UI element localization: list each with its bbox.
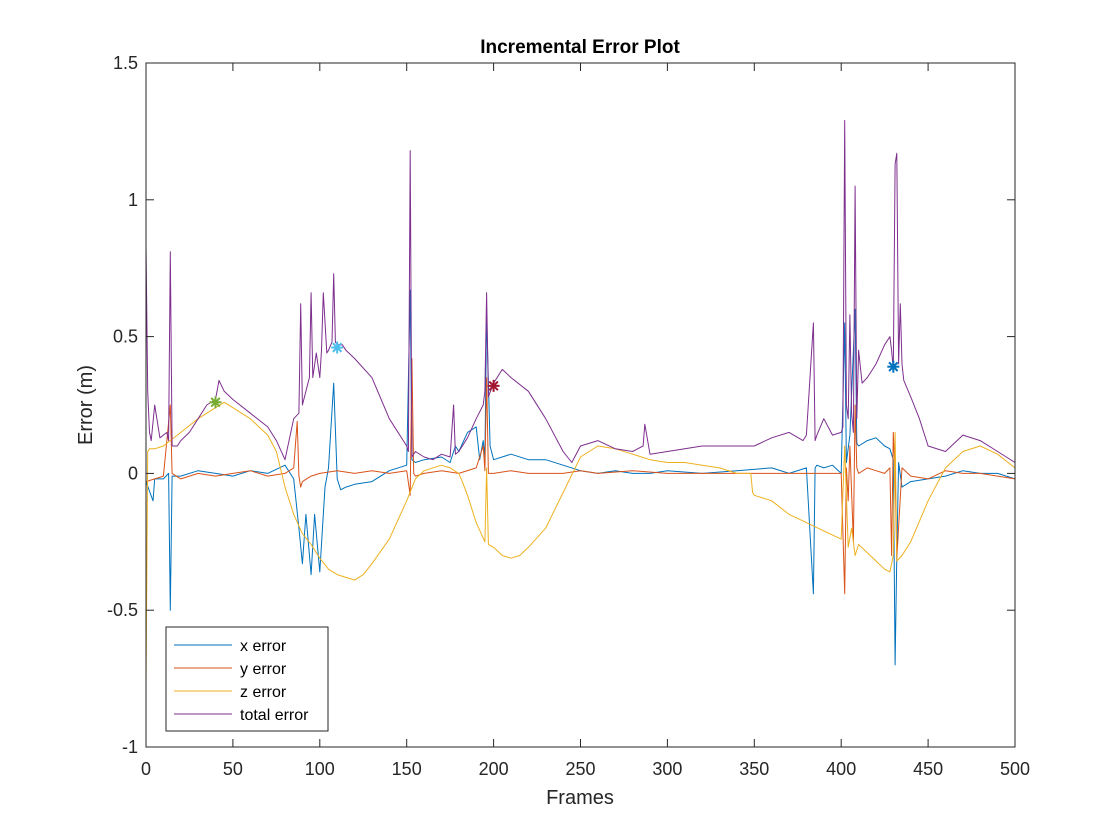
- star-marker: [887, 360, 900, 373]
- legend-entry-label: y error: [240, 661, 287, 678]
- y-error-line: [145, 358, 1016, 595]
- x-tick-label: 150: [392, 759, 422, 779]
- legend-entry-label: total error: [240, 707, 309, 724]
- chart-title: Incremental Error Plot: [480, 37, 680, 58]
- y-tick-label: -1: [122, 737, 138, 757]
- y-tick-label: 0: [128, 463, 138, 483]
- x-tick-label: 500: [1000, 759, 1030, 779]
- x-tick-label: 250: [565, 759, 595, 779]
- x-tick-label: 100: [305, 759, 335, 779]
- x-tick-label: 200: [479, 759, 509, 779]
- x-tick-label: 0: [141, 759, 151, 779]
- y-tick-label: 1: [128, 190, 138, 210]
- x-tick-label: 450: [913, 759, 943, 779]
- x-tick-label: 350: [739, 759, 769, 779]
- tick-layer: 0 50 100 150 200 250 300 350 400 450 500 -1 -0.5 0 0.5…: [107, 53, 1030, 779]
- y-tick-label: -0.5: [107, 600, 138, 620]
- star-marker: [331, 341, 344, 354]
- x-tick-label: 300: [652, 759, 682, 779]
- series-layer: [145, 120, 1016, 687]
- x-axis-label: Frames: [546, 787, 614, 809]
- y-tick-label: 1.5: [113, 53, 138, 73]
- y-axis-label: Error (m): [75, 365, 97, 445]
- legend-entry-label: z error: [240, 684, 287, 701]
- legend: x error y error z error total error: [165, 626, 329, 732]
- total-error-line: [145, 120, 1016, 463]
- marker-layer: [209, 341, 900, 409]
- y-tick-label: 0.5: [113, 327, 138, 347]
- star-marker: [487, 379, 500, 392]
- x-tick-label: 50: [223, 759, 243, 779]
- legend-entry-label: x error: [240, 638, 287, 655]
- z-error-line: [145, 401, 1016, 687]
- star-marker: [209, 396, 222, 409]
- x-tick-label: 400: [826, 759, 856, 779]
